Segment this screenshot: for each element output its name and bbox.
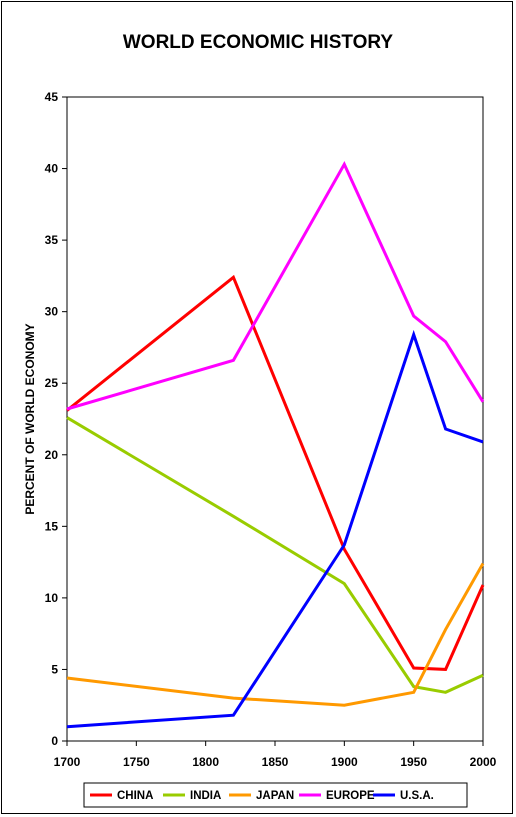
y-tick-label: 30	[45, 305, 59, 319]
y-axis-ticks: 0 5 10 15 20 25 30 35 40 45	[45, 90, 67, 748]
y-tick-label: 40	[45, 162, 59, 176]
y-tick-label: 10	[45, 591, 59, 605]
x-tick-label: 2000	[470, 755, 497, 769]
y-tick-label: 5	[51, 662, 58, 676]
series-line-india	[66, 416, 484, 694]
x-tick-label: 1800	[192, 755, 219, 769]
series-lines	[66, 161, 485, 729]
series-line-usa	[66, 329, 484, 729]
series-line-europe	[66, 161, 485, 411]
x-tick-label: 1750	[123, 755, 150, 769]
legend-label-europe: EUROPE	[326, 790, 375, 802]
y-tick-label: 0	[51, 734, 58, 748]
series-line-china	[66, 274, 485, 671]
x-axis-ticks: 1700 1750 1800 1850 1900 1950 2000	[54, 741, 497, 769]
legend-box	[83, 782, 468, 808]
y-axis-label: PERCENT OF WORLD ECONOMY	[23, 323, 37, 514]
y-tick-label: 35	[45, 233, 59, 247]
chart-title: WORLD ECONOMIC HISTORY	[123, 32, 394, 53]
x-tick-label: 1950	[400, 755, 427, 769]
legend: CHINA INDIA JAPAN EUROPE U.S.A.	[83, 782, 468, 808]
legend-label-japan: JAPAN	[256, 790, 294, 802]
x-tick-label: 1900	[331, 755, 358, 769]
y-tick-label: 45	[45, 90, 59, 104]
y-tick-label: 25	[45, 376, 59, 390]
x-tick-label: 1700	[54, 755, 81, 769]
y-tick-label: 20	[45, 448, 59, 462]
legend-label-usa: U.S.A.	[400, 790, 434, 802]
plot-area	[66, 96, 484, 742]
x-tick-label: 1850	[262, 755, 289, 769]
plot-border	[66, 96, 484, 742]
series-line-japan	[66, 562, 485, 707]
y-tick-label: 15	[45, 519, 59, 533]
legend-label-india: INDIA	[190, 790, 221, 802]
legend-label-china: CHINA	[117, 790, 153, 802]
